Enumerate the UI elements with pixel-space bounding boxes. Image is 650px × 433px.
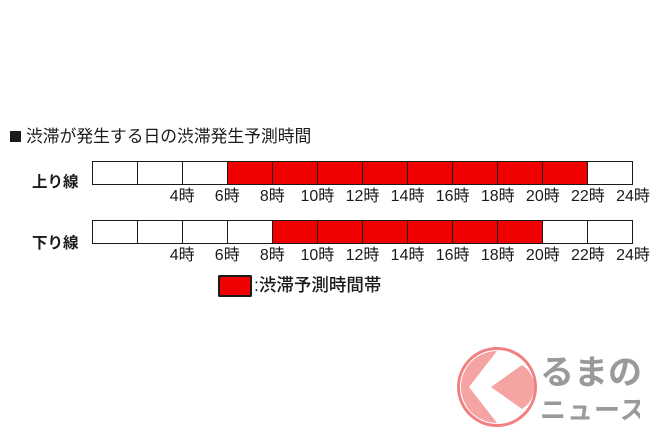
svg-text:るまの: るまの bbox=[540, 354, 640, 392]
svg-text:ニュース: ニュース bbox=[540, 395, 640, 425]
